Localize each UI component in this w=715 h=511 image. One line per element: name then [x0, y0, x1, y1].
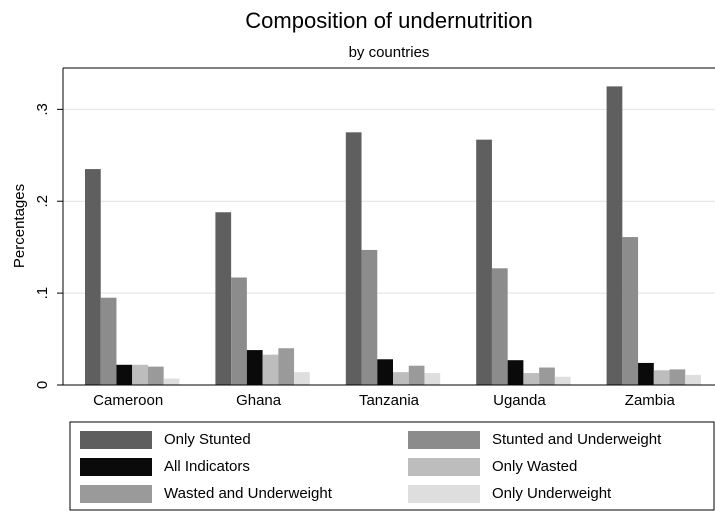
chart-subtitle: by countries: [349, 44, 430, 61]
bar: [638, 362, 654, 385]
y-tick-label: 0: [34, 381, 51, 389]
bar: [278, 348, 295, 385]
legend-swatch: [408, 458, 480, 476]
bar: [262, 354, 279, 385]
bar: [100, 297, 117, 385]
x-tick-label: Cameroon: [93, 392, 163, 409]
bar: [653, 370, 670, 385]
y-tick-label: .3: [34, 103, 51, 116]
legend-label: All Indicators: [164, 458, 250, 475]
bar: [539, 367, 555, 385]
bar: [215, 212, 232, 385]
legend-label: Stunted and Underweight: [492, 431, 662, 448]
legend-swatch: [80, 458, 152, 476]
bar: [669, 369, 686, 385]
x-tick-label: Tanzania: [359, 392, 420, 409]
legend-label: Only Underweight: [492, 485, 612, 502]
legend-swatch: [80, 431, 152, 449]
legend-swatch: [80, 485, 152, 503]
bar: [507, 360, 524, 385]
bar: [231, 277, 247, 385]
bar: [147, 366, 164, 385]
bar: [476, 139, 492, 385]
y-axis-label: Percentages: [11, 184, 28, 268]
bar: [345, 132, 362, 385]
bar: [606, 86, 623, 386]
legend-label: Wasted and Underweight: [164, 485, 333, 502]
bar: [132, 364, 148, 385]
bar: [294, 372, 310, 385]
bar: [685, 374, 701, 385]
bar: [523, 373, 540, 385]
bar: [393, 372, 409, 385]
bar: [116, 364, 133, 385]
bar: [554, 376, 571, 385]
legend-swatch: [408, 485, 480, 503]
bar: [377, 359, 393, 385]
bar: [163, 378, 180, 385]
bar: [246, 350, 263, 385]
legend-label: Only Stunted: [164, 431, 251, 448]
legend-swatch: [408, 431, 480, 449]
bar: [361, 249, 378, 385]
x-tick-label: Uganda: [493, 392, 546, 409]
x-tick-label: Zambia: [625, 392, 676, 409]
bar: [424, 373, 441, 385]
x-tick-label: Ghana: [236, 392, 282, 409]
y-tick-label: .2: [34, 195, 51, 208]
bar: [85, 169, 101, 385]
chart-title: Composition of undernutrition: [245, 8, 532, 33]
legend-box: [69, 421, 715, 511]
legend-label: Only Wasted: [492, 458, 577, 475]
bar: [408, 365, 425, 385]
y-tick-label: .1: [34, 287, 51, 300]
bar: [491, 268, 508, 385]
bar: [622, 237, 639, 385]
